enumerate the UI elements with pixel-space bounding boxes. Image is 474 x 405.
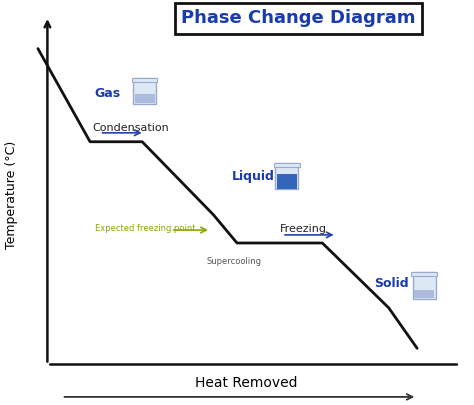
FancyBboxPatch shape xyxy=(413,273,436,299)
FancyBboxPatch shape xyxy=(133,78,156,104)
Text: Gas: Gas xyxy=(95,87,121,100)
FancyBboxPatch shape xyxy=(132,78,157,82)
Text: Liquid: Liquid xyxy=(232,170,275,183)
Text: Heat Removed: Heat Removed xyxy=(195,376,298,390)
Text: Solid: Solid xyxy=(374,277,409,290)
Text: Expected freezing point: Expected freezing point xyxy=(95,224,195,233)
FancyBboxPatch shape xyxy=(411,272,437,276)
Text: Phase Change Diagram: Phase Change Diagram xyxy=(182,9,416,27)
FancyBboxPatch shape xyxy=(274,163,300,167)
FancyBboxPatch shape xyxy=(414,290,434,298)
Text: Supercooling: Supercooling xyxy=(206,257,261,266)
FancyBboxPatch shape xyxy=(135,94,155,103)
Text: Condensation: Condensation xyxy=(92,123,169,132)
Text: Temperature (°C): Temperature (°C) xyxy=(5,140,18,249)
Text: Freezing: Freezing xyxy=(280,224,327,234)
FancyBboxPatch shape xyxy=(275,163,298,190)
FancyBboxPatch shape xyxy=(277,174,297,189)
